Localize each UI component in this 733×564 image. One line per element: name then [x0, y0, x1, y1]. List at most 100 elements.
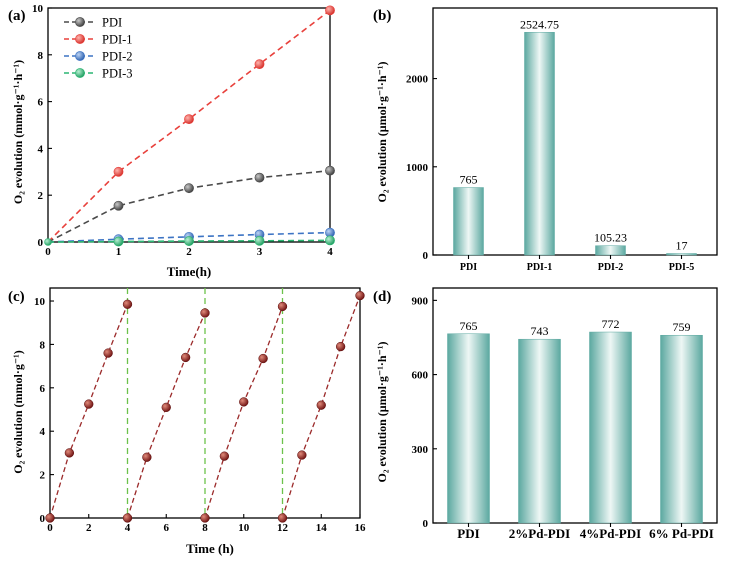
data-point-origin — [44, 238, 52, 246]
panel-a-xtick-label: 4 — [327, 246, 333, 258]
cycle-4-point — [335, 341, 346, 352]
panel-c-axes: 0 2 4 6 8 10 0 2 4 6 8 10 12 14 16 — [34, 287, 367, 534]
data-point-pdi-1 — [325, 5, 335, 16]
legend-label-pdi-2: PDI-2 — [102, 50, 133, 64]
panel-d-frame — [432, 287, 718, 524]
cycle-2-point — [122, 513, 133, 523]
legend-marker-pdi-2 — [75, 51, 85, 61]
panel-a-ytick-label: 10 — [32, 3, 44, 15]
panel-a-xtick-label: 3 — [257, 246, 263, 258]
cycle-3-point — [200, 513, 210, 523]
category-label: PDI — [457, 526, 479, 541]
panel-b-frame — [432, 7, 718, 256]
category-label: PDI-2 — [598, 262, 624, 273]
panel-d-ytick-label: 0 — [423, 518, 429, 530]
panel-c-ytick-label: 8 — [40, 339, 46, 351]
panel-c-ylabel: O₂ evolution (mmol·g⁻¹) — [11, 350, 25, 474]
bar-pdi — [447, 333, 490, 524]
panel-d-ytick-label: 900 — [412, 295, 429, 307]
panel-a: (a) 0 2 4 6 8 10 0 1 2 3 4 O₂ evolution (mmol·g⁻¹·… — [8, 3, 335, 279]
panel-a-legend: PDI PDI-1 PDI-2 PDI-3 — [64, 16, 133, 81]
bar-value-label: 2524.75 — [520, 17, 559, 31]
panel-c-xtick-label: 16 — [355, 522, 367, 534]
data-point-pdi-1 — [254, 59, 265, 70]
bar-2-pd-pdi — [518, 338, 561, 524]
panel-d-axes: 0 300 600 900 — [412, 287, 718, 530]
panel-a-ytick-label: 6 — [38, 97, 44, 109]
series-line-pdi — [47, 169, 331, 243]
panel-c-xtick-label: 6 — [164, 522, 170, 534]
data-point-pdi — [254, 172, 265, 183]
panel-c-label: (c) — [8, 289, 25, 305]
panel-b-ytick-label: 1000 — [406, 162, 429, 174]
data-point-pdi-1 — [113, 166, 124, 177]
panel-d-ylabel: O₂ evolution (μmol·g⁻¹·h⁻¹) — [375, 342, 389, 483]
bar-pdi-5 — [666, 253, 697, 256]
bar-4-pd-pdi — [589, 331, 632, 524]
panel-b: (b) 0 1000 2000 O₂ evolution (μmol·g⁻¹·h⁻¹… — [373, 7, 718, 273]
cycle-2-point — [142, 452, 152, 462]
panel-a-xlabel: Time(h) — [167, 264, 212, 279]
panel-b-ytick-label: 0 — [423, 250, 429, 262]
panel-b-ytick-label: 2000 — [406, 74, 429, 86]
panel-c-xlabel: Time (h) — [186, 541, 234, 556]
data-point-pdi-3 — [325, 235, 335, 246]
legend-label-pdi: PDI — [102, 16, 122, 30]
panel-c-series — [45, 288, 365, 523]
panel-a-series — [44, 5, 335, 247]
data-point-pdi-3 — [113, 236, 124, 247]
cycle-4-point — [297, 450, 307, 460]
cycle-1-point — [103, 348, 113, 358]
bar-pdi — [453, 187, 484, 256]
panel-a-label: (a) — [8, 8, 26, 24]
cycle-3-point — [258, 353, 268, 364]
bar-pdi-2 — [595, 245, 626, 256]
data-point-pdi-3 — [184, 236, 194, 246]
cycle-2-point — [200, 308, 210, 318]
category-label: 2%Pd-PDI — [509, 526, 570, 541]
panel-a-ylabel: O₂ evolution (mmol·g⁻¹·h⁻¹) — [11, 60, 25, 204]
panel-c-ytick-label: 10 — [34, 296, 46, 308]
cycle-1-point — [84, 399, 94, 409]
data-point-pdi — [325, 165, 335, 176]
data-point-pdi-1 — [184, 114, 194, 125]
panel-c-ytick-label: 6 — [40, 383, 46, 395]
category-label: PDI-1 — [527, 262, 553, 273]
legend-marker-pdi-3 — [75, 68, 85, 78]
panel-d-bars: 765 PDI 743 2%Pd-PDI 772 4%Pd-PDI 759 6% Pd-PDI — [447, 317, 714, 541]
panel-b-axes: 0 1000 2000 — [406, 7, 718, 262]
data-point-pdi-3 — [254, 235, 265, 246]
panel-c-xtick-label: 12 — [277, 522, 289, 534]
legend-label-pdi-1: PDI-1 — [102, 33, 133, 47]
cycle-1-line — [49, 304, 129, 519]
panel-c-xtick-label: 4 — [125, 522, 131, 534]
legend-marker-pdi — [75, 17, 85, 27]
panel-b-label: (b) — [373, 8, 391, 24]
cycle-1-point — [122, 299, 133, 309]
cycle-1-point — [45, 513, 55, 523]
panel-c-xtick-label: 8 — [202, 522, 208, 534]
bar-value-label: 743 — [531, 324, 549, 338]
bar-value-label: 759 — [673, 320, 691, 334]
bar-value-label: 772 — [602, 317, 620, 331]
bar-value-label: 765 — [460, 319, 478, 333]
panel-a-ytick-label: 0 — [38, 237, 44, 249]
panel-c-xtick-label: 2 — [86, 522, 92, 534]
legend-label-pdi-3: PDI-3 — [102, 67, 133, 81]
category-label: PDI-5 — [669, 262, 695, 273]
panel-b-bars: 765 PDI 2524.75 PDI-1 105.23 PDI-2 17 PDI-5 — [453, 17, 697, 273]
cycle-3-line — [204, 306, 284, 519]
panel-c-ytick-label: 0 — [40, 513, 46, 525]
category-label: 6% Pd-PDI — [649, 526, 714, 541]
panel-c-ytick-label: 2 — [40, 470, 46, 482]
legend-marker-pdi-1 — [75, 34, 85, 44]
panel-d-ytick-label: 300 — [412, 444, 429, 456]
panel-a-xtick-label: 1 — [116, 246, 122, 258]
panel-a-ytick-label: 8 — [38, 50, 44, 62]
bar-6-pd-pdi — [660, 334, 703, 524]
category-label: 4%Pd-PDI — [580, 526, 641, 541]
panel-a-xtick-label: 2 — [186, 246, 192, 258]
cycle-3-point — [277, 301, 288, 312]
series-line-pdi-1 — [47, 9, 331, 243]
